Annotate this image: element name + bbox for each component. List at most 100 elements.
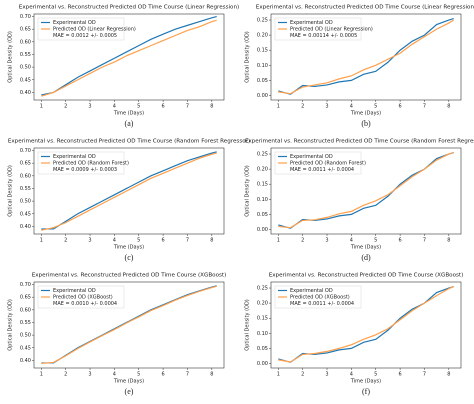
y-tick-label: 0.00 [257, 361, 268, 367]
legend-label: Experimental OD [290, 154, 333, 160]
y-tick-label: 0.60 [20, 39, 31, 45]
x-tick-label: 7 [186, 104, 189, 110]
y-tick-label: 0.15 [257, 182, 268, 188]
annotation: MAE = 0.00114 +/- 0.0005 [290, 33, 357, 39]
series-line [41, 19, 217, 97]
panel-label: (b) [361, 119, 371, 128]
x-tick-label: 7 [423, 104, 426, 110]
x-tick-label: 5 [374, 238, 377, 244]
annotation: MAE = 0.0010 +/- 0.0004 [53, 301, 117, 307]
y-tick-label: 0.20 [257, 301, 268, 307]
x-tick-label: 4 [350, 372, 353, 378]
series-line [41, 15, 217, 96]
legend-label: Predicted OD (XGBoost) [53, 295, 113, 301]
legend-label: Predicted OD (Linear Regression) [53, 27, 136, 33]
x-tick-label: 7 [186, 372, 189, 378]
x-axis-label: Time (Days) [113, 245, 144, 251]
x-tick-label: 4 [113, 372, 116, 378]
legend-label: Predicted OD (Linear Regression) [290, 27, 373, 33]
panel-label: (e) [125, 387, 134, 396]
legend-box [274, 17, 362, 41]
y-tick-label: 0.05 [257, 78, 268, 84]
legend-box [37, 17, 125, 41]
x-tick-label: 2 [64, 372, 67, 378]
legend-label: Predicted OD (XGBoost) [290, 295, 350, 301]
y-tick-label: 0.15 [257, 316, 268, 322]
series-line [278, 285, 454, 363]
y-tick-label: 0.15 [257, 48, 268, 54]
y-tick-label: 0.50 [20, 333, 31, 339]
x-tick-label: 6 [162, 238, 165, 244]
panel-label: (f) [362, 387, 370, 396]
x-tick-label: 6 [399, 104, 402, 110]
plot-area [270, 13, 462, 101]
y-tick-label: 0.50 [20, 199, 31, 205]
x-tick-label: 1 [277, 372, 280, 378]
y-tick-label: 0.00 [257, 227, 268, 233]
legend-box [274, 285, 362, 309]
legend-label: Experimental OD [53, 20, 96, 26]
plot-area [33, 281, 225, 369]
y-tick-label: 0.65 [20, 161, 31, 167]
x-tick-label: 3 [325, 238, 328, 244]
y-tick-label: 0.05 [257, 212, 268, 218]
y-tick-label: 0.10 [257, 331, 268, 337]
annotation: MAE = 0.0011 +/- 0.0004 [290, 167, 354, 173]
y-tick-label: 0.60 [20, 307, 31, 313]
x-tick-label: 1 [40, 372, 43, 378]
x-tick-label: 2 [301, 372, 304, 378]
series-line [41, 151, 217, 230]
legend-label: Experimental OD [53, 288, 96, 294]
y-axis-label: Optical Density (OD) [8, 165, 14, 217]
x-tick-label: 2 [301, 104, 304, 110]
x-tick-label: 8 [210, 238, 213, 244]
annotation: MAE = 0.0011 +/- 0.0004 [290, 301, 354, 307]
x-tick-label: 3 [325, 104, 328, 110]
x-tick-label: 3 [88, 104, 91, 110]
x-tick-label: 6 [399, 372, 402, 378]
y-tick-label: 0.55 [20, 320, 31, 326]
x-tick-label: 3 [88, 372, 91, 378]
series-line [41, 285, 217, 365]
y-axis-label: Optical Density (OD) [245, 299, 251, 351]
y-tick-label: 0.20 [257, 167, 268, 173]
series-line [278, 151, 454, 229]
x-tick-label: 7 [423, 372, 426, 378]
panel-label: (d) [361, 253, 371, 262]
chart-title: Experimental vs. Reconstructed Predicted… [269, 273, 464, 279]
x-tick-label: 1 [40, 104, 43, 110]
plot-area [33, 147, 225, 235]
y-tick-label: 0.60 [20, 173, 31, 179]
x-tick-label: 8 [447, 238, 450, 244]
y-tick-label: 0.70 [20, 282, 31, 288]
y-tick-label: 0.05 [257, 346, 268, 352]
x-tick-label: 5 [374, 104, 377, 110]
x-tick-label: 5 [374, 372, 377, 378]
y-axis-label: Optical Density (OD) [245, 165, 251, 217]
x-tick-label: 5 [137, 104, 140, 110]
y-tick-label: 0.25 [257, 18, 268, 24]
x-tick-label: 4 [350, 238, 353, 244]
annotation: MAE = 0.0009 +/- 0.0003 [53, 167, 117, 173]
y-tick-label: 0.50 [20, 65, 31, 71]
x-axis-label: Time (Days) [350, 245, 381, 251]
panel-label: (a) [125, 119, 134, 128]
x-axis-label: Time (Days) [350, 379, 381, 385]
y-axis-label: Optical Density (OD) [8, 31, 14, 83]
legend-label: Experimental OD [53, 154, 96, 160]
plot-area [33, 13, 225, 101]
x-tick-label: 8 [447, 372, 450, 378]
y-tick-label: 0.40 [20, 358, 31, 364]
plot-area [270, 147, 462, 235]
chart-title: Experimental vs. Reconstructed Predicted… [245, 139, 474, 145]
x-tick-label: 1 [277, 104, 280, 110]
chart-title: Experimental vs. Reconstructed Predicted… [256, 5, 474, 11]
y-tick-label: 0.45 [20, 345, 31, 351]
y-tick-label: 0.10 [257, 197, 268, 203]
x-tick-label: 3 [88, 238, 91, 244]
y-tick-label: 0.25 [257, 152, 268, 158]
y-tick-label: 0.45 [20, 211, 31, 217]
x-axis-label: Time (Days) [350, 111, 381, 117]
y-axis-label: Optical Density (OD) [245, 31, 251, 83]
